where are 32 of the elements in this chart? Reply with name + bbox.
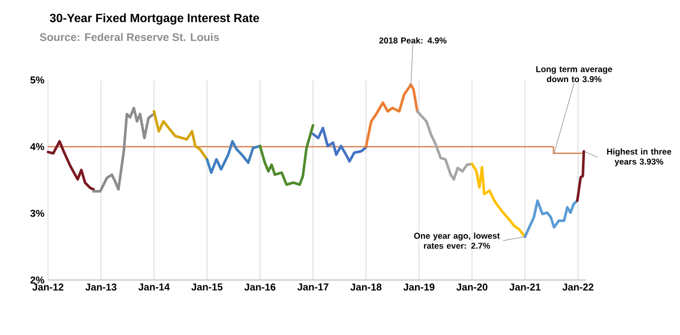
line-series [152,110,208,161]
line-series [576,150,586,202]
annotation: One year ago, lowest rates ever: 2.7% [414,232,500,249]
chart-title: 30-Year Fixed Mortgage Interest Rate [50,13,260,25]
x-tick-label: Jan-21 [509,284,541,291]
x-tick-label: Jan-12 [32,284,64,291]
line-series [524,199,579,238]
line-series [470,162,526,238]
y-tick-label: 2% [30,276,44,284]
line-series [312,126,368,163]
annotation: Highest in three years 3.93% [607,148,672,166]
x-tick-label: Jan-13 [85,284,116,291]
y-tick-label: 3% [30,210,44,217]
line-series [364,83,419,148]
line-series [46,140,95,191]
chart-subtitle: Source: Federal Reserve St. Louis [40,32,219,42]
annotation: Long term average down to 3.9% [536,66,612,82]
line-series [206,140,262,174]
x-tick-label: Jan-14 [138,284,170,290]
line-series [416,110,474,181]
line-series [258,124,314,186]
x-tick-label: Jan-18 [350,284,382,291]
y-tick-label: 4% [30,143,44,150]
x-tick-label: Jan-15 [191,284,223,290]
x-tick-label: Jan-22 [562,284,594,291]
x-tick-label: Jan-19 [403,284,434,291]
annotation: 2018 Peak: 4.9% [379,37,447,44]
y-tick-label: 5% [30,76,44,84]
x-tick-label: Jan-17 [297,284,328,290]
x-tick-label: Jan-20 [456,284,488,291]
line-series [92,106,154,193]
x-tick-label: Jan-16 [244,284,276,291]
